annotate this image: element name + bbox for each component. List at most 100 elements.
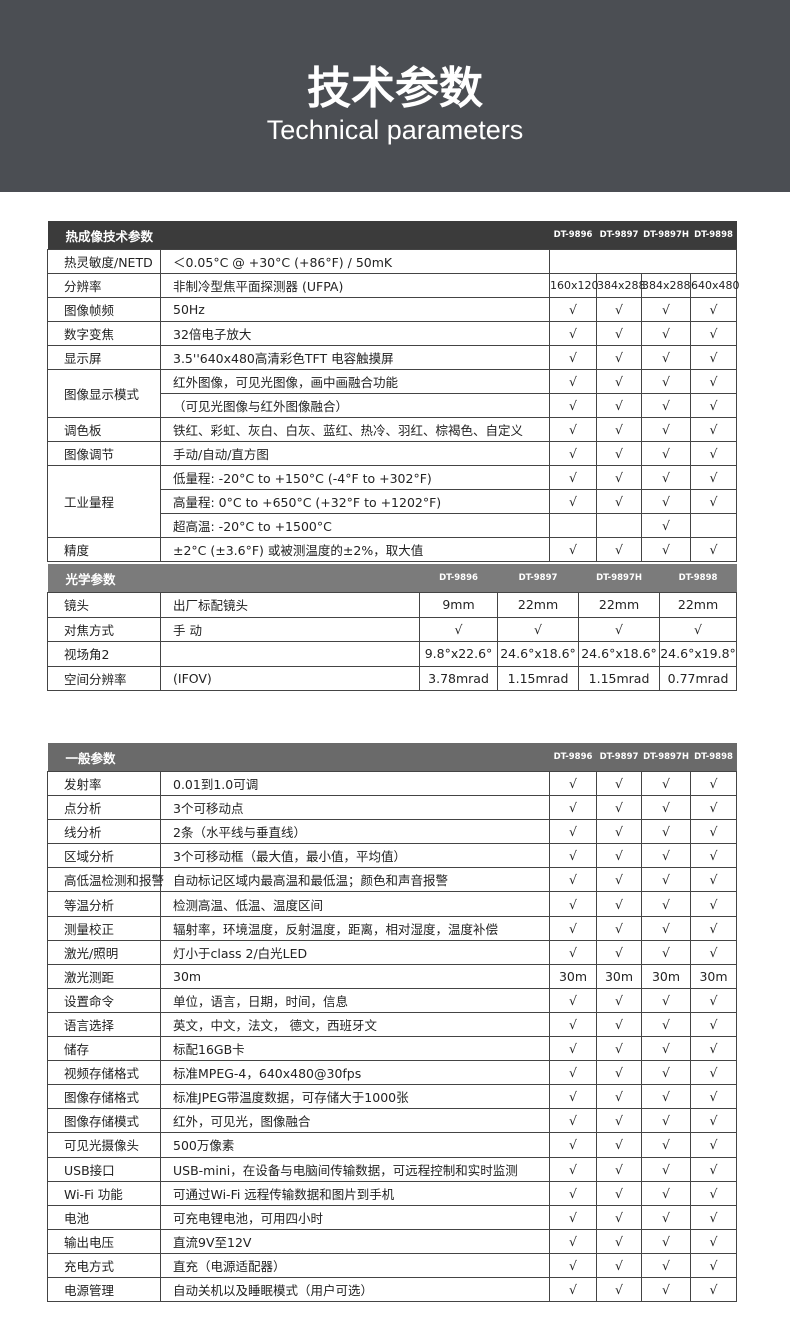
model-name: DT-9898 (678, 573, 718, 583)
model-cell: √ (690, 1060, 738, 1086)
section-title: 热成像技术参数 (65, 228, 154, 244)
spec-description: 直流9V至12V (159, 1228, 551, 1254)
model-cell: √ (641, 537, 692, 562)
model-cell: √ (549, 1252, 598, 1278)
model-name: DT-9898 (694, 752, 733, 762)
spec-row: 线分析 2条（水平线与垂直线） √ √ √ √ (47, 819, 738, 845)
spec-description: 标准MPEG-4，640x480@30fps (159, 1060, 551, 1086)
spec-label: 可见光摄像头 (47, 1132, 161, 1158)
spec-row: 发射率 0.01到1.0可调 √ √ √ √ (47, 770, 738, 797)
section-header: 光学参数 DT-9896 DT-9897 DT-9897H DT-9898 (47, 564, 737, 593)
spec-description: 出厂标配镜头 (159, 592, 421, 618)
spec-row: 空间分辨率 (IFOV) 3.78mrad 1.15mrad 1.15mrad 0.77m… (47, 665, 738, 691)
spec-description: 检测高温、低温、温度区间 (159, 891, 551, 917)
spec-description: 铁红、彩虹、灰白、白灰、蓝红、热冷、羽红、棕褐色、自定义 (159, 417, 551, 442)
model-cell: √ (596, 987, 643, 1013)
model-cell: 160x120 (549, 273, 599, 298)
spec-label: 精度 (47, 537, 161, 562)
model-cell: √ (596, 1132, 643, 1158)
model-cell: √ (690, 770, 738, 797)
model-cell: √ (549, 770, 598, 797)
model-cell: √ (690, 1084, 738, 1110)
model-cell: √ (596, 1252, 643, 1278)
model-cell: √ (549, 1180, 598, 1206)
model-cell: √ (690, 1228, 738, 1254)
model-cell: √ (641, 513, 692, 538)
spec-row: 测量校正 辐射率，环境温度，反射温度，距离，相对湿度，温度补偿 √ √ √ √ (47, 915, 738, 941)
spec-description: 2条（水平线与垂直线） (159, 819, 551, 845)
model-cell: √ (549, 345, 598, 370)
spec-label: 发射率 (47, 770, 161, 797)
model-cell: √ (641, 321, 692, 346)
spec-row: 高量程: 0°C to +650°C (+32°F to +1202°F) √ √ √… (48, 489, 738, 514)
spec-table: 热成像技术参数 DT-9896 DT-9897 DT-9897H DT-9898 热灵敏度… (47, 221, 740, 562)
spec-description: 低量程: -20°C to +150°C (-4°F to +302°F) (159, 465, 551, 490)
model-cell: √ (549, 1228, 598, 1254)
page-subtitle: Technical parameters (266, 115, 524, 145)
spec-row: 对焦方式手 动 √ √ √ √ (47, 616, 738, 642)
spec-description: 可通过Wi-Fi 远程传输数据和图片到手机 (159, 1180, 551, 1206)
model-cell: √ (596, 915, 643, 941)
spec-description: 直充（电源适配器） (159, 1252, 551, 1278)
model-cell: √ (596, 795, 643, 821)
model-cell (596, 513, 643, 538)
spec-label: 调色板 (47, 417, 161, 442)
model-cell: 640x480 (690, 273, 740, 298)
spec-description: 标配16GB卡 (159, 1036, 551, 1062)
spec-row: Wi-Fi 功能 可通过Wi-Fi 远程传输数据和图片到手机 √ √ √ √ (47, 1180, 738, 1206)
model-cell: √ (549, 1084, 598, 1110)
spec-label: 视频存储格式 (47, 1060, 161, 1086)
model-cell: √ (641, 915, 692, 941)
model-cell: √ (549, 1108, 598, 1134)
spec-label: 线分析 (47, 819, 161, 845)
model-cell: √ (549, 1060, 598, 1086)
model-name: DT-9896 (553, 752, 593, 762)
model-cell: √ (690, 795, 738, 821)
spec-description: 可充电锂电池，可用四小时 (159, 1204, 551, 1230)
spec-row: 点分析 3个可移动点 √ √ √ √ (47, 795, 738, 821)
model-cell: 9.8°x22.6° (419, 641, 499, 667)
spec-description: 非制冷型焦平面探测器 (UFPA) (159, 273, 551, 298)
header-band (0, 0, 790, 192)
spec-row: 储存 标配16GB卡 √ √ √ √ (47, 1036, 738, 1062)
spec-row: 精度 ±2°C (±3.6°F) 或被测温度的±2%，取大值 √ √ √ √ (47, 537, 738, 562)
model-cell: √ (596, 1228, 643, 1254)
model-cell: √ (641, 843, 692, 869)
model-name: DT-9896 (553, 230, 593, 240)
spec-description: 3.5''640x480高清彩色TFT 电容触摸屏 (159, 345, 551, 370)
spec-row: USB接口 USB-mini，在设备与电脑间传输数据，可远程控制和实时监测 √ √ √ √ (47, 1156, 738, 1182)
model-cell: √ (690, 321, 738, 346)
model-cell: √ (690, 1204, 738, 1230)
model-name: DT-9898 (694, 230, 733, 240)
spec-row: 视场角2 9.8°x22.6° 24.6°x18.6° 24.6°x18.6° 24.6… (47, 641, 738, 667)
model-cell: 1.15mrad (497, 665, 580, 691)
model-cell: √ (690, 345, 738, 370)
model-cell: 3.78mrad (419, 665, 499, 691)
section-header: 热成像技术参数 DT-9896 DT-9897 DT-9897H DT-9898 (47, 221, 737, 250)
model-cell: √ (549, 417, 598, 442)
model-cell: 24.6°x19.8° (659, 641, 738, 667)
model-cell: √ (596, 1108, 643, 1134)
spec-row: 区域分析 3个可移动框（最大值，最小值，平均值） √ √ √ √ (47, 843, 738, 869)
model-cell: √ (641, 1228, 692, 1254)
model-cell: √ (641, 1036, 692, 1062)
spec-description: ±2°C (±3.6°F) 或被测温度的±2%，取大值 (159, 537, 551, 562)
section-title: 光学参数 (65, 571, 116, 587)
spec-label: 电池 (47, 1204, 161, 1230)
model-cell: √ (578, 616, 661, 642)
model-cell: √ (549, 867, 598, 893)
spec-row: 设置命令 单位，语言，日期，时间，信息 √ √ √ √ (47, 987, 738, 1013)
model-cell: √ (549, 441, 598, 466)
model-cell: √ (596, 867, 643, 893)
spec-label: 镜头 (47, 592, 161, 618)
model-cell: √ (690, 1036, 738, 1062)
model-cell: √ (641, 1252, 692, 1278)
spec-description: 手动/自动/直方图 (159, 441, 551, 466)
model-name: DT-9897H (643, 230, 689, 240)
spec-label: 显示屏 (47, 345, 161, 370)
spec-row: 视频存储格式 标准MPEG-4，640x480@30fps √ √ √ √ (47, 1060, 738, 1086)
model-cell: √ (641, 1011, 692, 1038)
spec-row: 等温分析 检测高温、低温、温度区间 √ √ √ √ (47, 891, 738, 917)
spec-row: 输出电压 直流9V至12V √ √ √ √ (47, 1228, 738, 1254)
